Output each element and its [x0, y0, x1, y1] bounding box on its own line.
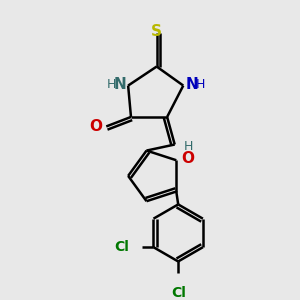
Text: Cl: Cl: [114, 240, 129, 254]
Text: O: O: [181, 151, 194, 166]
Text: H: H: [184, 140, 194, 153]
Text: H: H: [196, 78, 205, 91]
Text: H: H: [106, 78, 116, 91]
Text: N: N: [185, 77, 198, 92]
Text: O: O: [89, 119, 103, 134]
Text: N: N: [113, 77, 126, 92]
Text: S: S: [151, 24, 162, 39]
Text: Cl: Cl: [171, 286, 186, 300]
